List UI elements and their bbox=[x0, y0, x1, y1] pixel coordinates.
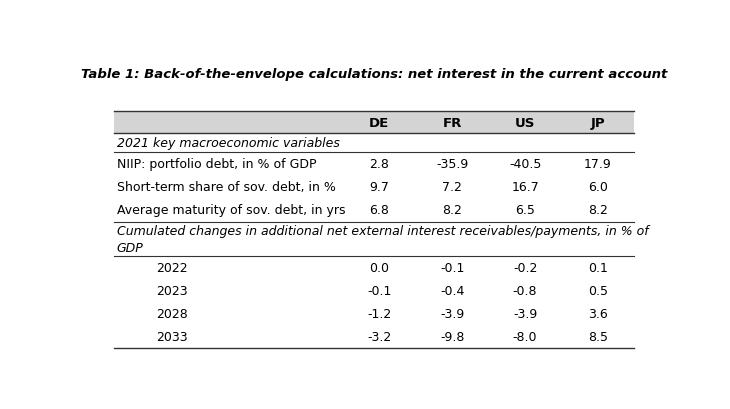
Text: 2028: 2028 bbox=[156, 308, 188, 321]
Text: 6.8: 6.8 bbox=[369, 204, 389, 217]
Text: FR: FR bbox=[442, 117, 462, 130]
Text: 0.5: 0.5 bbox=[588, 285, 608, 298]
Text: -3.9: -3.9 bbox=[513, 308, 537, 321]
Text: Average maturity of sov. debt, in yrs: Average maturity of sov. debt, in yrs bbox=[117, 204, 345, 217]
Text: 2.8: 2.8 bbox=[369, 158, 389, 171]
Text: 2023: 2023 bbox=[156, 285, 188, 298]
Text: -9.8: -9.8 bbox=[440, 330, 464, 344]
Text: Table 1: Back-of-the-envelope calculations: net interest in the current account: Table 1: Back-of-the-envelope calculatio… bbox=[81, 68, 667, 81]
Text: 17.9: 17.9 bbox=[584, 158, 612, 171]
Bar bbox=[114, 112, 634, 134]
Text: Short-term share of sov. debt, in %: Short-term share of sov. debt, in % bbox=[117, 181, 336, 194]
Text: -8.0: -8.0 bbox=[512, 330, 537, 344]
Text: DE: DE bbox=[369, 117, 389, 130]
Text: 6.0: 6.0 bbox=[588, 181, 608, 194]
Text: -0.8: -0.8 bbox=[512, 285, 537, 298]
Text: 8.2: 8.2 bbox=[588, 204, 608, 217]
Text: -35.9: -35.9 bbox=[436, 158, 469, 171]
Text: 2022: 2022 bbox=[156, 262, 188, 274]
Text: 8.5: 8.5 bbox=[588, 330, 608, 344]
Text: Cumulated changes in additional net external interest receivables/payments, in %: Cumulated changes in additional net exte… bbox=[117, 225, 648, 254]
Text: -3.2: -3.2 bbox=[367, 330, 391, 344]
Text: -3.9: -3.9 bbox=[440, 308, 464, 321]
Text: NIIP: portfolio debt, in % of GDP: NIIP: portfolio debt, in % of GDP bbox=[117, 158, 316, 171]
Text: 2033: 2033 bbox=[156, 330, 188, 344]
Text: 8.2: 8.2 bbox=[442, 204, 462, 217]
Text: 16.7: 16.7 bbox=[511, 181, 539, 194]
Text: 0.1: 0.1 bbox=[588, 262, 608, 274]
Text: -0.4: -0.4 bbox=[440, 285, 464, 298]
Text: -0.1: -0.1 bbox=[367, 285, 391, 298]
Text: 7.2: 7.2 bbox=[442, 181, 462, 194]
Text: -40.5: -40.5 bbox=[509, 158, 541, 171]
Text: -0.1: -0.1 bbox=[440, 262, 464, 274]
Text: -0.2: -0.2 bbox=[513, 262, 537, 274]
Text: 3.6: 3.6 bbox=[588, 308, 608, 321]
Text: US: US bbox=[515, 117, 535, 130]
Text: -1.2: -1.2 bbox=[367, 308, 391, 321]
Text: 6.5: 6.5 bbox=[515, 204, 535, 217]
Text: 0.0: 0.0 bbox=[369, 262, 389, 274]
Text: 9.7: 9.7 bbox=[369, 181, 389, 194]
Text: 2021 key macroeconomic variables: 2021 key macroeconomic variables bbox=[117, 137, 339, 150]
Text: JP: JP bbox=[591, 117, 605, 130]
